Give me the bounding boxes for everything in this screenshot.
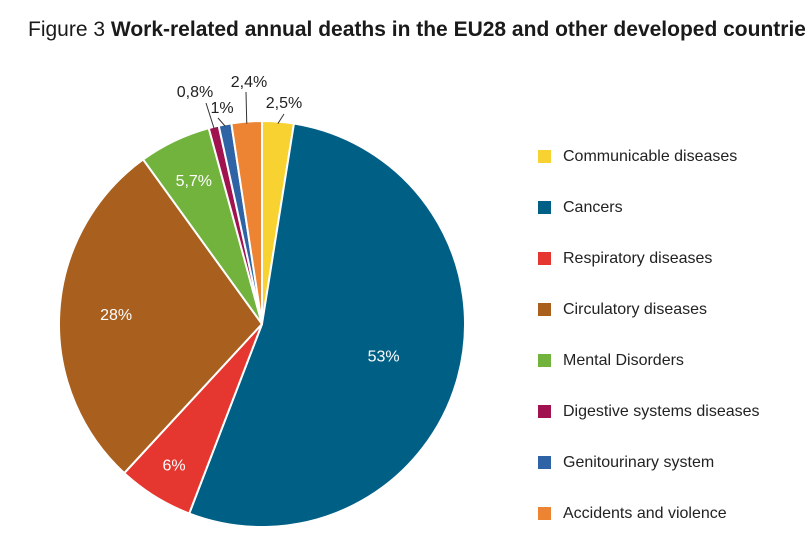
legend-label: Accidents and violence	[563, 504, 727, 522]
figure-title: Work-related annual deaths in the EU28 a…	[110, 18, 805, 41]
legend-label: Digestive systems diseases	[563, 402, 760, 420]
chart-title: Figure 3 Work-related annual deaths in t…	[28, 18, 805, 42]
figure-number: Figure 3	[28, 18, 106, 41]
legend-label: Cancers	[563, 198, 623, 216]
legend-swatch	[538, 252, 551, 265]
legend-label: Mental Disorders	[563, 351, 684, 369]
legend-item-genitourinary-system: Genitourinary system	[538, 437, 760, 488]
slice-label-respiratory-diseases: 6%	[163, 457, 186, 474]
legend-label: Circulatory diseases	[563, 300, 708, 318]
legend-swatch	[538, 354, 551, 367]
leader-line-genitourinary-system	[217, 117, 226, 127]
leader-line-accidents-and-violence	[245, 91, 248, 124]
legend-item-accidents-and-violence: Accidents and violence	[538, 488, 760, 539]
legend-swatch	[538, 201, 551, 214]
legend-label: Genitourinary system	[563, 453, 715, 471]
slice-label-digestive-systems-diseases: 0,8%	[177, 84, 213, 101]
slice-label-mental-disorders: 5,7%	[176, 173, 212, 190]
slice-label-circulatory-diseases: 28%	[100, 307, 132, 324]
legend-item-mental-disorders: Mental Disorders	[538, 335, 760, 386]
legend-swatch	[538, 405, 551, 418]
leader-line-communicable-diseases	[277, 113, 285, 124]
legend-item-respiratory-diseases: Respiratory diseases	[538, 233, 760, 284]
legend-swatch	[538, 507, 551, 520]
slice-cancers	[188, 122, 466, 528]
legend-label: Respiratory diseases	[563, 249, 713, 267]
legend: Communicable diseases Cancers Respiratory …	[538, 131, 760, 539]
slice-label-cancers: 53%	[368, 349, 400, 366]
legend-swatch	[538, 150, 551, 163]
legend-item-digestive-systems-diseases: Digestive systems diseases	[538, 386, 760, 437]
slice-label-accidents-and-violence: 2,4%	[231, 74, 267, 91]
legend-label: Communicable diseases	[563, 147, 738, 165]
legend-item-cancers: Cancers	[538, 182, 760, 233]
legend-item-communicable-diseases: Communicable diseases	[538, 131, 760, 182]
legend-swatch	[538, 456, 551, 469]
slice-circulatory-diseases	[58, 158, 263, 475]
legend-swatch	[538, 303, 551, 316]
slice-label-genitourinary-system: 1%	[210, 100, 233, 117]
legend-item-circulatory-diseases: Circulatory diseases	[538, 284, 760, 335]
leader-line-digestive-systems-diseases	[205, 102, 215, 129]
slice-label-communicable-diseases: 2,5%	[266, 95, 302, 112]
